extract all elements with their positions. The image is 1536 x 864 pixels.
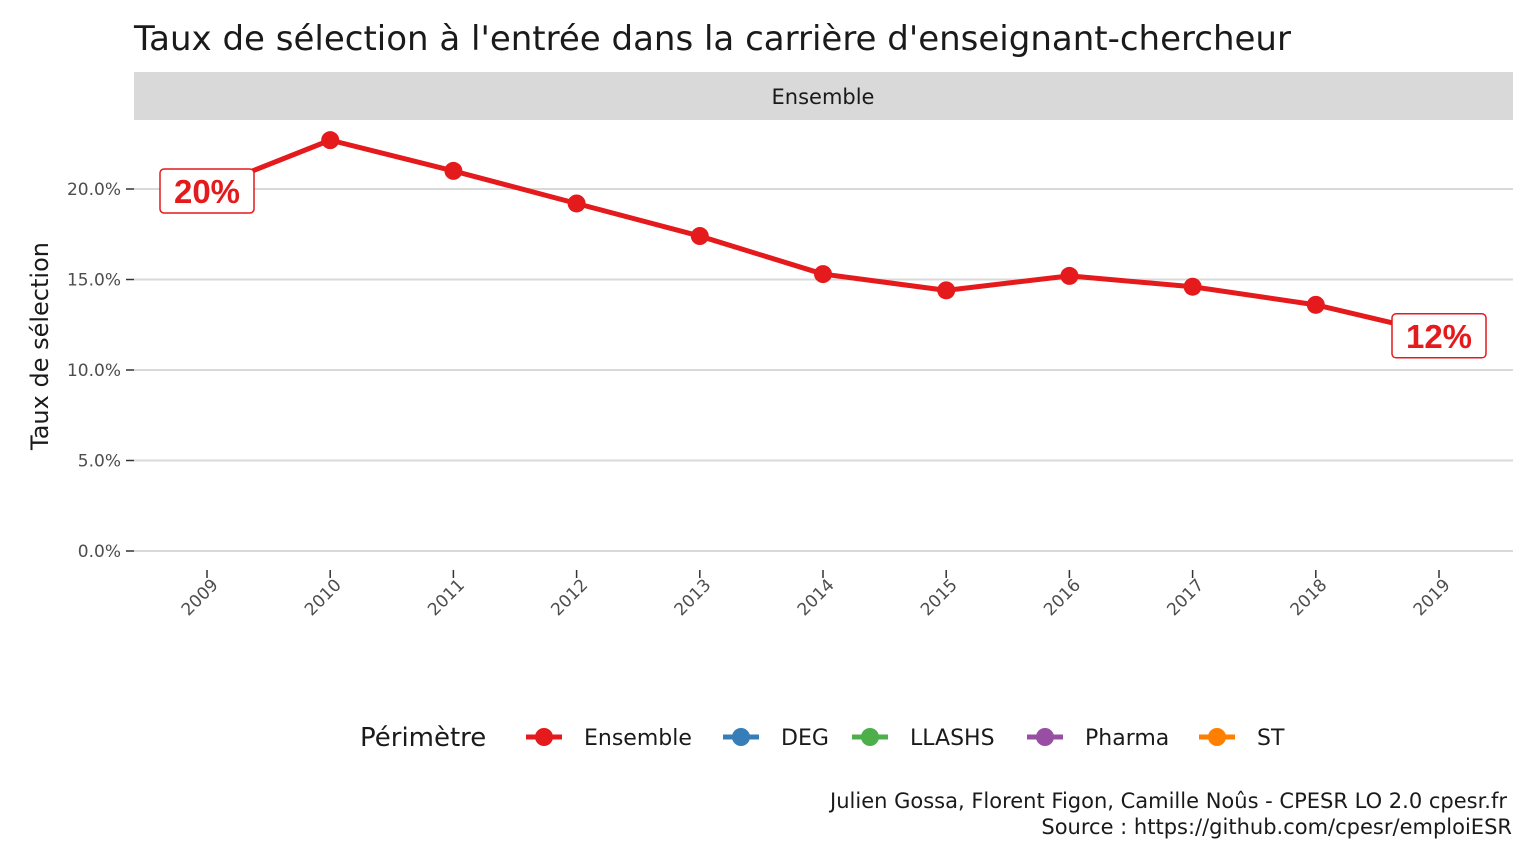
data-point	[567, 194, 586, 213]
start-label: 20%	[159, 168, 255, 214]
data-point	[1060, 266, 1079, 285]
x-tick-label: 2019	[1410, 575, 1455, 620]
legend-key-point	[1208, 728, 1226, 746]
y-tick-label: 20.0%	[67, 180, 121, 200]
legend-key-point	[1036, 728, 1054, 746]
legend-key-point	[732, 728, 750, 746]
legend-title: Périmètre	[360, 723, 486, 753]
x-tick-label: 2017	[1163, 575, 1208, 620]
y-axis-title: Taux de sélection	[26, 242, 54, 451]
series-ensemble	[206, 131, 1440, 337]
legend-label: DEG	[781, 726, 829, 751]
legend: Périmètre Ensemble DEG LLASHS Pharma ST	[360, 723, 1285, 753]
caption-authors: Julien Gossa, Florent Figon, Camille Noû…	[828, 789, 1507, 813]
y-axis: 0.0% 5.0% 10.0% 15.0% 20.0%	[67, 180, 134, 562]
data-point	[444, 161, 463, 180]
x-tick-label: 2016	[1040, 575, 1085, 620]
data-point	[937, 281, 956, 300]
end-label-box	[1391, 313, 1487, 359]
gridlines	[134, 188, 1513, 552]
legend-key-point	[861, 728, 879, 746]
x-axis: 2009 2010 2011 2012 2013 2014 2015 2016 2017 2018…	[178, 570, 1455, 620]
legend-key	[526, 728, 562, 746]
data-point	[321, 131, 340, 150]
x-tick-label: 2014	[794, 575, 839, 620]
x-tick-label: 2010	[301, 575, 346, 620]
facet-strip	[134, 72, 1513, 120]
facet-strip-label: Ensemble	[772, 85, 875, 109]
legend-key	[852, 728, 888, 746]
x-tick-label: 2013	[671, 575, 716, 620]
caption-source: Source : https://github.com/cpesr/emploi…	[1041, 815, 1512, 839]
series-line	[206, 137, 1440, 337]
x-tick-label: 2012	[547, 575, 592, 620]
x-tick-label: 2009	[178, 575, 223, 620]
y-tick-label: 15.0%	[67, 271, 121, 291]
legend-label: Pharma	[1085, 726, 1169, 751]
chart-title: Taux de sélection à l'entrée dans la car…	[133, 19, 1291, 59]
legend-key-point	[535, 728, 553, 746]
x-tick-label: 2018	[1287, 575, 1332, 620]
y-tick-label: 10.0%	[67, 361, 121, 381]
legend-key	[1199, 728, 1235, 746]
y-tick-label: 0.0%	[78, 542, 121, 562]
data-point	[690, 227, 709, 246]
end-label: 12%	[1391, 313, 1487, 359]
legend-label: ST	[1257, 726, 1285, 751]
start-label-box	[159, 168, 255, 214]
data-point	[1306, 295, 1325, 314]
end-labels: 20% 12%	[159, 168, 1487, 359]
end-label-text: 12%	[1406, 318, 1472, 355]
start-label-text: 20%	[174, 173, 240, 210]
y-tick-label: 5.0%	[78, 452, 121, 472]
x-tick-label: 2011	[424, 575, 469, 620]
legend-label: LLASHS	[910, 726, 995, 751]
data-point	[1183, 277, 1202, 296]
data-point	[814, 265, 832, 284]
legend-label: Ensemble	[584, 726, 692, 751]
legend-key	[1027, 728, 1063, 746]
legend-key	[723, 728, 759, 746]
x-tick-label: 2015	[917, 575, 962, 620]
